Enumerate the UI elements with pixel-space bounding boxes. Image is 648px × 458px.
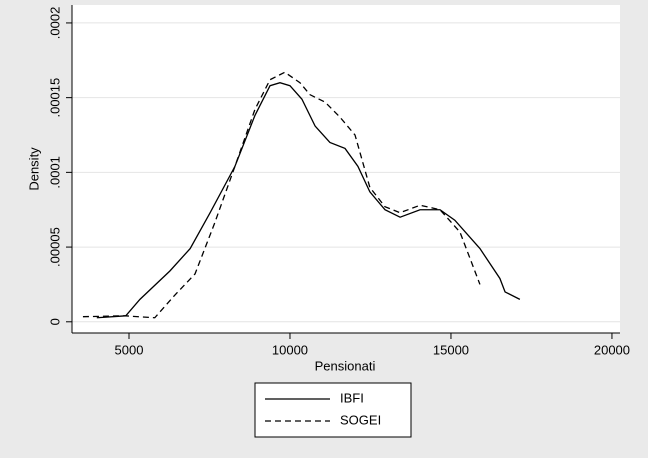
y-tick-label: .0001 bbox=[47, 156, 62, 189]
legend-label: SOGEI bbox=[340, 412, 381, 427]
density-line bbox=[82, 71, 481, 319]
y-tick-label: .00015 bbox=[47, 78, 62, 118]
density-line bbox=[96, 82, 521, 319]
x-axis-title: Pensionati bbox=[315, 358, 376, 373]
x-tick-label: 15000 bbox=[433, 342, 469, 357]
x-tick-label: 20000 bbox=[594, 342, 630, 357]
x-tick-label: 10000 bbox=[272, 342, 308, 357]
y-tick-label: .00005 bbox=[47, 227, 62, 267]
x-tick-label: 5000 bbox=[115, 342, 144, 357]
plot-area bbox=[72, 5, 620, 333]
legend-label: IBFI bbox=[340, 390, 364, 405]
legend-box bbox=[254, 382, 412, 438]
y-tick-label: 0 bbox=[47, 318, 62, 325]
y-tick-label: .0002 bbox=[47, 7, 62, 40]
y-axis-title: Density bbox=[26, 147, 41, 191]
